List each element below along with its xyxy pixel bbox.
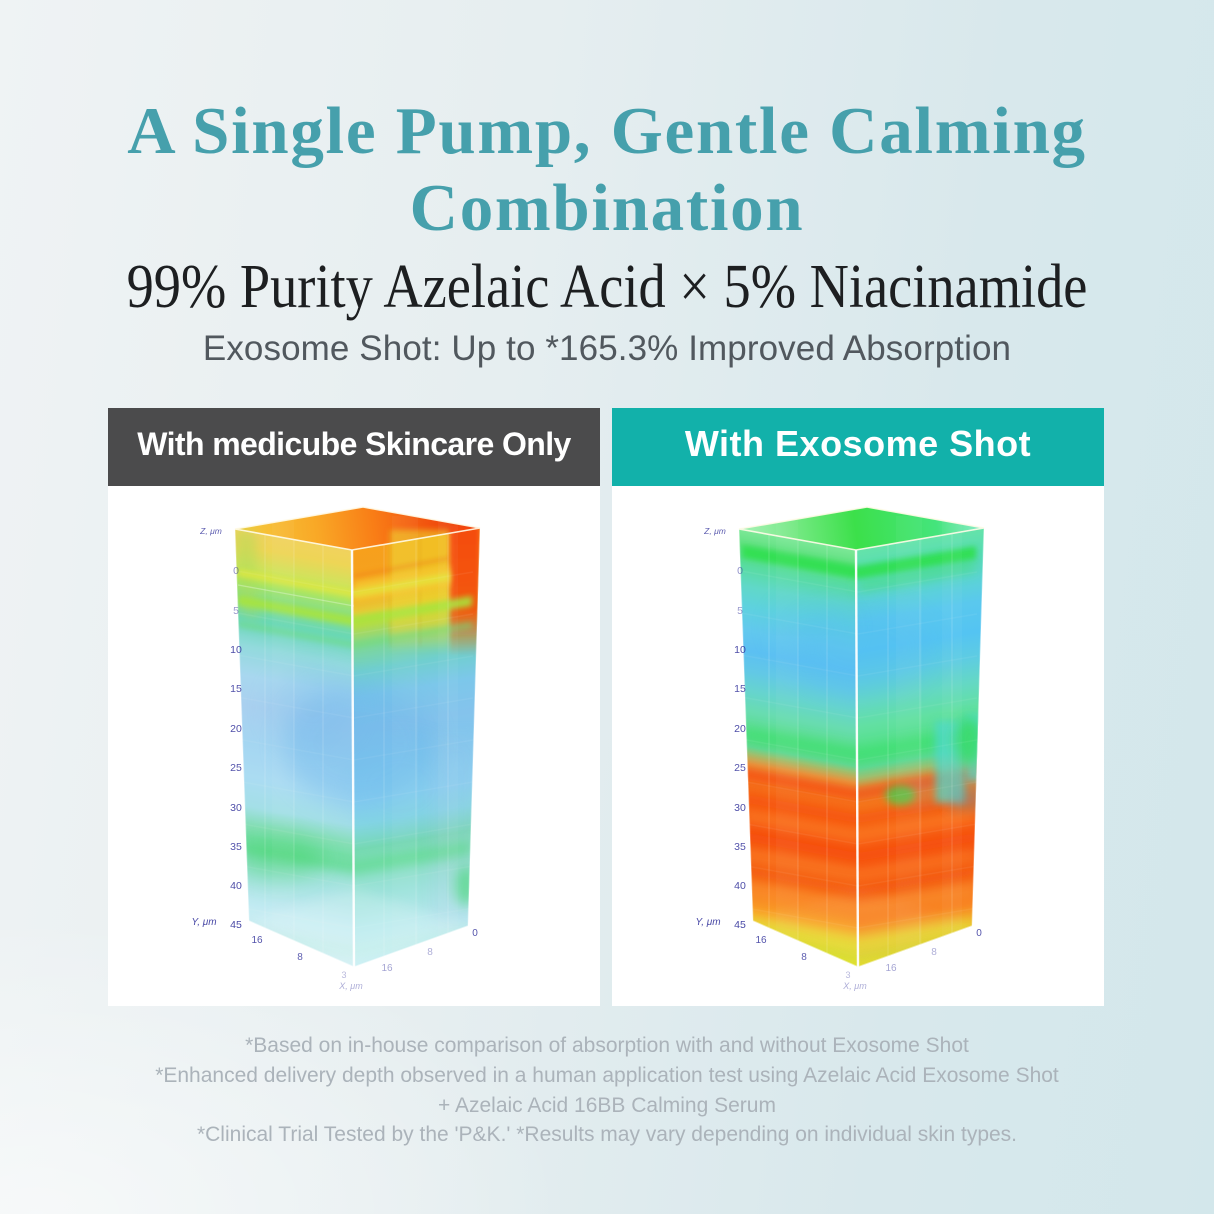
svg-text:5: 5 <box>737 605 743 617</box>
svg-text:8: 8 <box>297 952 303 963</box>
svg-text:15: 15 <box>734 683 746 695</box>
svg-text:0: 0 <box>472 928 478 939</box>
svg-text:20: 20 <box>734 723 746 735</box>
svg-text:25: 25 <box>734 762 746 774</box>
svg-text:8: 8 <box>931 947 937 958</box>
svg-text:Y, μm: Y, μm <box>695 917 720 928</box>
svg-text:5: 5 <box>233 605 239 617</box>
svg-text:16: 16 <box>381 963 393 974</box>
svg-text:35: 35 <box>230 841 242 853</box>
svg-text:3: 3 <box>845 970 850 980</box>
svg-text:Z, μm: Z, μm <box>199 526 222 536</box>
svg-text:8: 8 <box>801 952 807 963</box>
svg-text:45: 45 <box>734 919 746 931</box>
svg-text:0: 0 <box>233 565 239 577</box>
svg-text:10: 10 <box>734 644 746 656</box>
svg-text:45: 45 <box>230 919 242 931</box>
svg-text:16: 16 <box>251 935 263 946</box>
svg-text:8: 8 <box>427 947 433 958</box>
svg-text:0: 0 <box>976 928 982 939</box>
svg-text:40: 40 <box>734 880 746 892</box>
svg-text:16: 16 <box>755 935 767 946</box>
svg-text:X, μm: X, μm <box>338 981 363 991</box>
svg-text:Y, μm: Y, μm <box>191 917 216 928</box>
svg-text:25: 25 <box>230 762 242 774</box>
svg-text:15: 15 <box>230 683 242 695</box>
svg-text:16: 16 <box>885 963 897 974</box>
svg-text:Z, μm: Z, μm <box>703 526 726 536</box>
svg-text:X, μm: X, μm <box>842 981 867 991</box>
svg-text:40: 40 <box>230 880 242 892</box>
svg-text:3: 3 <box>341 970 346 980</box>
svg-text:10: 10 <box>230 644 242 656</box>
svg-text:30: 30 <box>230 802 242 814</box>
svg-text:30: 30 <box>734 802 746 814</box>
svg-text:20: 20 <box>230 723 242 735</box>
svg-text:35: 35 <box>734 841 746 853</box>
svg-text:0: 0 <box>737 565 743 577</box>
